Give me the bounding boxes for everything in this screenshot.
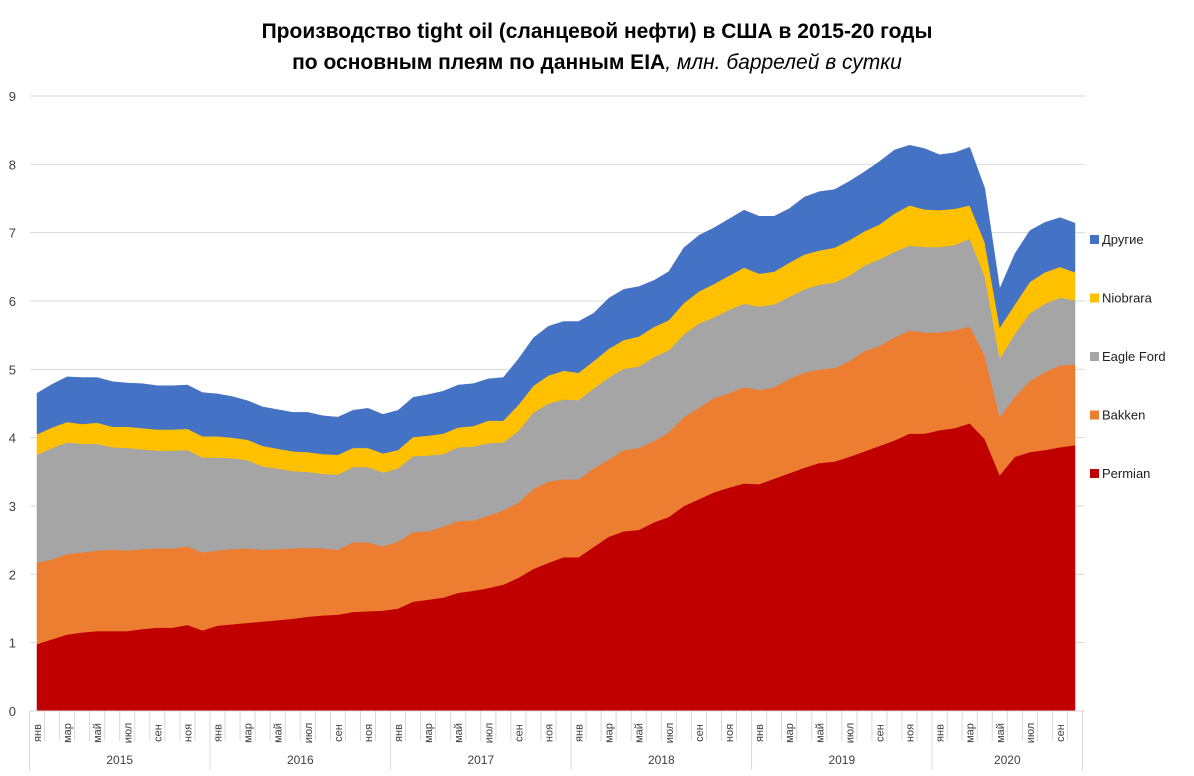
y-tick-label: 4 — [9, 431, 16, 446]
year-label: 2019 — [828, 753, 855, 767]
legend-item: Permian — [1090, 466, 1150, 481]
y-tick-label: 5 — [9, 362, 16, 377]
month-label: ноя — [905, 724, 917, 742]
year-label: 2015 — [106, 753, 133, 767]
legend-swatch — [1090, 469, 1099, 478]
month-label: янв — [935, 724, 947, 742]
month-label: янв — [393, 724, 405, 742]
y-tick-label: 0 — [9, 704, 16, 719]
month-label: июл — [664, 723, 676, 744]
legend-swatch — [1090, 235, 1099, 244]
x-axis: янв мар май июл сен ноя янв мар май июл сен ноя янв м… — [28, 710, 1085, 770]
month-label: янв — [32, 724, 44, 742]
year-label: 2018 — [648, 753, 675, 767]
month-label: июл — [122, 723, 134, 744]
month-label: сен — [513, 724, 525, 742]
month-label: май — [453, 723, 465, 743]
month-label: сен — [333, 724, 345, 742]
year-label: 2017 — [467, 753, 494, 767]
month-label: май — [814, 723, 826, 743]
title-line-2: по основным плеям по данным EIA, млн. ба… — [292, 51, 902, 74]
month-label: сен — [874, 724, 886, 742]
month-label: ноя — [724, 724, 736, 742]
title-line-1: Производство tight oil (сланцевой нефти)… — [262, 20, 933, 43]
month-label: мар — [784, 723, 796, 743]
year-label: 2020 — [994, 753, 1021, 767]
subtitle-italic: , млн. баррелей в сутки — [665, 51, 902, 74]
legend-item: Другие — [1090, 232, 1144, 247]
month-label: июл — [483, 723, 495, 744]
legend: Другие Niobrara Eagle Ford Bakken Permian — [1090, 232, 1166, 481]
legend-label: Permian — [1102, 466, 1150, 481]
area-series — [36, 144, 1076, 712]
y-tick-label: 8 — [9, 157, 16, 172]
month-label: июл — [1025, 723, 1037, 744]
legend-label: Другие — [1102, 232, 1144, 247]
month-label: янв — [574, 724, 586, 742]
month-label: июл — [303, 723, 315, 744]
month-label: мар — [604, 723, 616, 743]
legend-swatch — [1090, 410, 1099, 420]
legend-label: Niobrara — [1102, 291, 1153, 306]
month-label: ноя — [363, 724, 375, 742]
month-label: янв — [754, 724, 766, 742]
y-axis-ticks: 0 1 2 3 4 5 6 7 8 9 — [9, 89, 16, 719]
month-label: май — [634, 723, 646, 743]
legend-label: Bakken — [1102, 408, 1145, 423]
month-label: мар — [243, 723, 255, 743]
month-label: сен — [152, 724, 164, 742]
y-tick-label: 3 — [9, 499, 16, 514]
legend-label: Eagle Ford — [1102, 349, 1166, 364]
y-tick-label: 6 — [9, 294, 16, 309]
y-tick-label: 1 — [9, 636, 16, 651]
legend-swatch — [1090, 352, 1099, 361]
month-label: сен — [694, 724, 706, 742]
month-label: янв — [213, 724, 225, 742]
month-label: июл — [844, 723, 856, 744]
chart-title: Производство tight oil (сланцевой нефти)… — [262, 20, 933, 74]
y-tick-label: 2 — [9, 567, 16, 582]
y-tick-label: 9 — [9, 89, 16, 104]
month-label: май — [995, 723, 1007, 743]
y-tick-label: 7 — [9, 226, 16, 241]
month-label: ноя — [544, 724, 556, 742]
legend-item: Bakken — [1090, 408, 1145, 423]
area-другие — [36, 144, 1076, 456]
year-label: 2016 — [287, 753, 314, 767]
legend-item: Niobrara — [1090, 291, 1153, 306]
month-label: сен — [1055, 724, 1067, 742]
month-label: мар — [423, 723, 435, 743]
subtitle-bold: по основным плеям по данным EIA — [292, 51, 665, 74]
legend-item: Eagle Ford — [1090, 349, 1166, 364]
month-label: ноя — [182, 724, 194, 742]
legend-swatch — [1090, 293, 1099, 303]
month-label: мар — [62, 723, 74, 743]
month-label: мар — [965, 723, 977, 743]
month-label: май — [273, 723, 285, 743]
month-label: май — [92, 723, 104, 743]
